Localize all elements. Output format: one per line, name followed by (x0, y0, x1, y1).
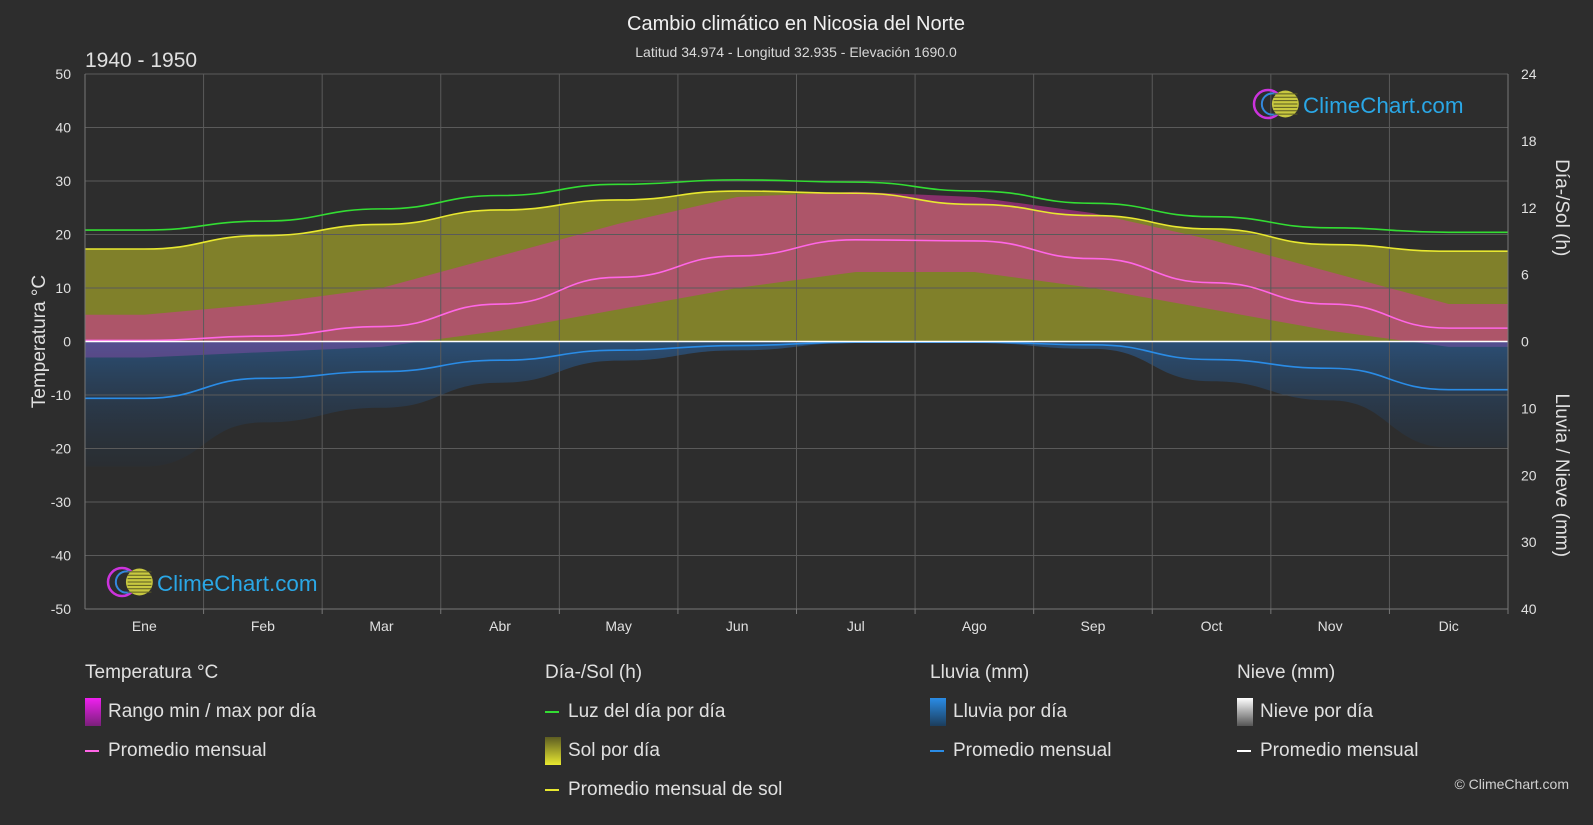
legend-rain: Lluvia (mm) Lluvia por día Promedio mens… (930, 662, 1111, 779)
x-tick-label: Oct (1201, 618, 1223, 634)
x-tick-label: Jun (726, 618, 749, 634)
x-tick-label: Dic (1439, 618, 1459, 634)
x-tick-label: Ago (962, 618, 987, 634)
brand-text: ClimeChart.com (1303, 93, 1464, 118)
y-tick-label: -10 (51, 387, 71, 403)
legend-snow: Nieve (mm) Nieve por día Promedio mensua… (1237, 662, 1418, 779)
x-tick-label: Sep (1080, 618, 1105, 634)
legend-temperature: Temperatura °C Rango min / max por día P… (85, 662, 316, 779)
y-tick-label: 0 (63, 334, 71, 350)
legend-temp-avg: Promedio mensual (85, 740, 316, 762)
temp-avg-line (84, 239, 1508, 342)
y2-tick-label: 12 (1521, 200, 1537, 216)
y-tick-label: -30 (51, 494, 71, 510)
y2-tick-label: 18 (1521, 133, 1537, 149)
chart-title: Cambio climático en Nicosia del Norte (627, 13, 965, 35)
legend-snow-avg: Promedio mensual (1237, 740, 1418, 762)
legend-temp-range-label: Rango min / max por día (108, 701, 317, 722)
sunshine-avg-swatch (545, 789, 559, 791)
x-tick-label: Feb (251, 618, 275, 634)
legend-sunshine-label: Sol por día (568, 740, 660, 761)
y2-axis-title: Día-/Sol (h) (1551, 159, 1572, 256)
y2-tick-label: 24 (1521, 66, 1537, 82)
brand-text: ClimeChart.com (157, 571, 318, 596)
y3-tick-label: 40 (1521, 601, 1537, 617)
legend-sunshine-avg-label: Promedio mensual de sol (568, 779, 783, 800)
x-tick-label: Mar (369, 618, 393, 634)
legend-sun-title: Día-/Sol (h) (545, 662, 643, 683)
y3-tick-label: 10 (1521, 400, 1537, 416)
y-axis-title: Temperatura °C (29, 275, 50, 408)
rain-avg-swatch (930, 750, 944, 752)
y-tick-label: 20 (55, 227, 71, 243)
legend-rain-avg-label: Promedio mensual (953, 740, 1112, 761)
rain-swatch (930, 698, 946, 726)
period-label: 1940 - 1950 (85, 49, 197, 72)
snow-avg-swatch (1237, 750, 1251, 752)
x-tick-label: Nov (1318, 618, 1343, 634)
legend-sun: Día-/Sol (h) Luz del día por día Sol por… (545, 662, 782, 818)
x-tick-label: May (605, 618, 631, 634)
brand-logo-top: ClimeChart.com (1252, 88, 1464, 120)
daylight-swatch (545, 711, 559, 713)
legend-snow-avg-label: Promedio mensual (1260, 740, 1419, 761)
y3-tick-label: 30 (1521, 534, 1537, 550)
y-tick-label: -50 (51, 601, 71, 617)
sunshine-swatch (545, 737, 561, 765)
sunshine-avg-line (84, 190, 1508, 253)
legend-sunshine-avg: Promedio mensual de sol (545, 779, 782, 801)
y2-tick-label: 6 (1521, 267, 1529, 283)
x-tick-label: Abr (489, 618, 511, 634)
y-tick-label: 10 (55, 280, 71, 296)
copyright: © ClimeChart.com (1454, 776, 1569, 792)
y-tick-label: 50 (55, 66, 71, 82)
y3-axis-title: Lluvia / Nieve (mm) (1551, 393, 1572, 557)
rain-avg-line (84, 341, 1508, 400)
y-tick-label: 30 (55, 173, 71, 189)
y2-tick-label: 0 (1521, 334, 1529, 350)
legend-snow-daily-label: Nieve por día (1260, 701, 1374, 722)
legend-rain-daily-label: Lluvia por día (953, 701, 1068, 722)
snow-swatch (1237, 698, 1253, 726)
y3-tick-label: 20 (1521, 467, 1537, 483)
chart-subtitle: Latitud 34.974 - Longitud 32.935 - Eleva… (635, 44, 957, 60)
legend-sunshine: Sol por día (545, 737, 782, 765)
y-tick-label: -20 (51, 441, 71, 457)
x-tick-label: Ene (132, 618, 157, 634)
legend-rain-title: Lluvia (mm) (930, 662, 1030, 683)
legend-rain-avg: Promedio mensual (930, 740, 1111, 762)
y-tick-label: -40 (51, 548, 71, 564)
legend-snow-daily: Nieve por día (1237, 698, 1418, 726)
legend-snow-title: Nieve (mm) (1237, 662, 1336, 683)
temp-range-swatch (85, 698, 101, 726)
legend-temp-range: Rango min / max por día (85, 698, 317, 726)
legend-rain-daily: Lluvia por día (930, 698, 1111, 726)
legend-daylight: Luz del día por día (545, 701, 782, 723)
legend-temperature-title: Temperatura °C (85, 662, 219, 683)
legend-daylight-label: Luz del día por día (568, 701, 726, 722)
temp-avg-swatch (85, 750, 99, 752)
x-tick-label: Jul (847, 618, 865, 634)
brand-logo-bottom: ClimeChart.com (106, 566, 318, 598)
y-tick-label: 40 (55, 120, 71, 136)
daylight-line (85, 179, 1508, 234)
legend-temp-avg-label: Promedio mensual (108, 740, 267, 761)
